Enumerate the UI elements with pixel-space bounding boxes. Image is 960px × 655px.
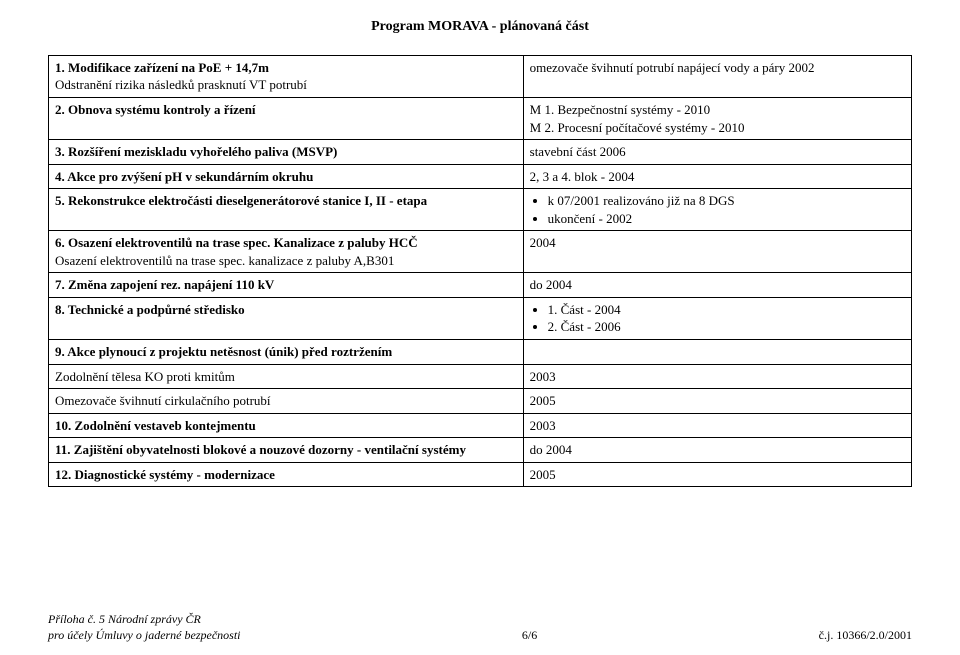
table-row: Omezovače švihnutí cirkulačního potrubí … (49, 389, 912, 414)
cell-left: 9. Akce plynoucí z projektu netěsnost (ú… (49, 340, 524, 365)
table-row: Zodolnění tělesa KO proti kmitům 2003 (49, 364, 912, 389)
cell-right: stavební část 2006 (523, 140, 911, 165)
item-heading: 12. Diagnostické systémy - modernizace (55, 467, 275, 482)
item-heading: 6. Osazení elektroventilů na trase spec.… (55, 235, 418, 250)
table-row: 9. Akce plynoucí z projektu netěsnost (ú… (49, 340, 912, 365)
item-heading: 4. Akce pro zvýšení pH v sekundárním okr… (55, 169, 313, 184)
cell-left: 12. Diagnostické systémy - modernizace (49, 462, 524, 487)
cell-left: Zodolnění tělesa KO proti kmitům (49, 364, 524, 389)
item-subtext: Odstranění rizika následků prasknutí VT … (55, 77, 307, 92)
cell-left: 5. Rekonstrukce elektročásti dieselgener… (49, 189, 524, 231)
right-bullet: ukončení - 2002 (548, 210, 905, 228)
item-subtext: Omezovače švihnutí cirkulačního potrubí (55, 393, 271, 408)
right-bullet: 1. Část - 2004 (548, 301, 905, 319)
cell-right: 2005 (523, 389, 911, 414)
cell-left: 2. Obnova systému kontroly a řízení (49, 97, 524, 139)
table-row: 1. Modifikace zařízení na PoE + 14,7m Od… (49, 55, 912, 97)
table-row: 6. Osazení elektroventilů na trase spec.… (49, 231, 912, 273)
cell-right: M 1. Bezpečnostní systémy - 2010 M 2. Pr… (523, 97, 911, 139)
cell-left: 10. Zodolnění vestaveb kontejmentu (49, 413, 524, 438)
page-footer: Příloha č. 5 Národní zprávy ČR pro účely… (48, 611, 912, 643)
cell-right: 2004 (523, 231, 911, 273)
item-heading: 9. Akce plynoucí z projektu netěsnost (ú… (55, 344, 392, 359)
cell-left: 1. Modifikace zařízení na PoE + 14,7m Od… (49, 55, 524, 97)
table-row: 5. Rekonstrukce elektročásti dieselgener… (49, 189, 912, 231)
item-heading: 11. Zajištění obyvatelnosti blokové a no… (55, 442, 466, 457)
cell-right: 2003 (523, 413, 911, 438)
page-title: Program MORAVA - plánovaná část (48, 18, 912, 37)
table-row: 7. Změna zapojení rez. napájení 110 kV d… (49, 273, 912, 298)
cell-left: 4. Akce pro zvýšení pH v sekundárním okr… (49, 164, 524, 189)
program-table: 1. Modifikace zařízení na PoE + 14,7m Od… (48, 55, 912, 487)
footer-left-line2: pro účely Úmluvy o jaderné bezpečnosti (48, 628, 241, 642)
cell-right: omezovače švihnutí potrubí napájecí vody… (523, 55, 911, 97)
cell-left: 6. Osazení elektroventilů na trase spec.… (49, 231, 524, 273)
footer-center: 6/6 (522, 627, 537, 643)
table-row: 2. Obnova systému kontroly a řízení M 1.… (49, 97, 912, 139)
item-heading: 2. Obnova systému kontroly a řízení (55, 102, 256, 117)
item-subtext: Zodolnění tělesa KO proti kmitům (55, 369, 235, 384)
item-heading: 8. Technické a podpůrné středisko (55, 302, 245, 317)
item-heading: 3. Rozšíření meziskladu vyhořelého paliv… (55, 144, 337, 159)
cell-right: do 2004 (523, 438, 911, 463)
footer-right: č.j. 10366/2.0/2001 (819, 627, 912, 643)
right-bullet: 2. Část - 2006 (548, 318, 905, 336)
cell-right (523, 340, 911, 365)
right-line: M 2. Procesní počítačové systémy - 2010 (530, 119, 905, 137)
cell-right: 2, 3 a 4. blok - 2004 (523, 164, 911, 189)
table-row: 8. Technické a podpůrné středisko 1. Čás… (49, 297, 912, 339)
right-bullet: k 07/2001 realizováno již na 8 DGS (548, 192, 905, 210)
cell-left: 11. Zajištění obyvatelnosti blokové a no… (49, 438, 524, 463)
table-row: 11. Zajištění obyvatelnosti blokové a no… (49, 438, 912, 463)
cell-right: 2003 (523, 364, 911, 389)
item-heading: 5. Rekonstrukce elektročásti dieselgener… (55, 193, 427, 208)
right-line: M 1. Bezpečnostní systémy - 2010 (530, 101, 905, 119)
cell-left: 7. Změna zapojení rez. napájení 110 kV (49, 273, 524, 298)
cell-left: 8. Technické a podpůrné středisko (49, 297, 524, 339)
item-heading: 10. Zodolnění vestaveb kontejmentu (55, 418, 256, 433)
cell-left: Omezovače švihnutí cirkulačního potrubí (49, 389, 524, 414)
item-subtext: Osazení elektroventilů na trase spec. ka… (55, 253, 394, 268)
table-row: 4. Akce pro zvýšení pH v sekundárním okr… (49, 164, 912, 189)
cell-right: 2005 (523, 462, 911, 487)
item-heading: 1. Modifikace zařízení na PoE + 14,7m (55, 60, 269, 75)
cell-right: k 07/2001 realizováno již na 8 DGS ukonč… (523, 189, 911, 231)
cell-right: do 2004 (523, 273, 911, 298)
table-row: 12. Diagnostické systémy - modernizace 2… (49, 462, 912, 487)
table-row: 3. Rozšíření meziskladu vyhořelého paliv… (49, 140, 912, 165)
cell-left: 3. Rozšíření meziskladu vyhořelého paliv… (49, 140, 524, 165)
item-heading: 7. Změna zapojení rez. napájení 110 kV (55, 277, 274, 292)
cell-right: 1. Část - 2004 2. Část - 2006 (523, 297, 911, 339)
footer-left-line1: Příloha č. 5 Národní zprávy ČR (48, 612, 201, 626)
table-row: 10. Zodolnění vestaveb kontejmentu 2003 (49, 413, 912, 438)
footer-left: Příloha č. 5 Národní zprávy ČR pro účely… (48, 611, 241, 643)
